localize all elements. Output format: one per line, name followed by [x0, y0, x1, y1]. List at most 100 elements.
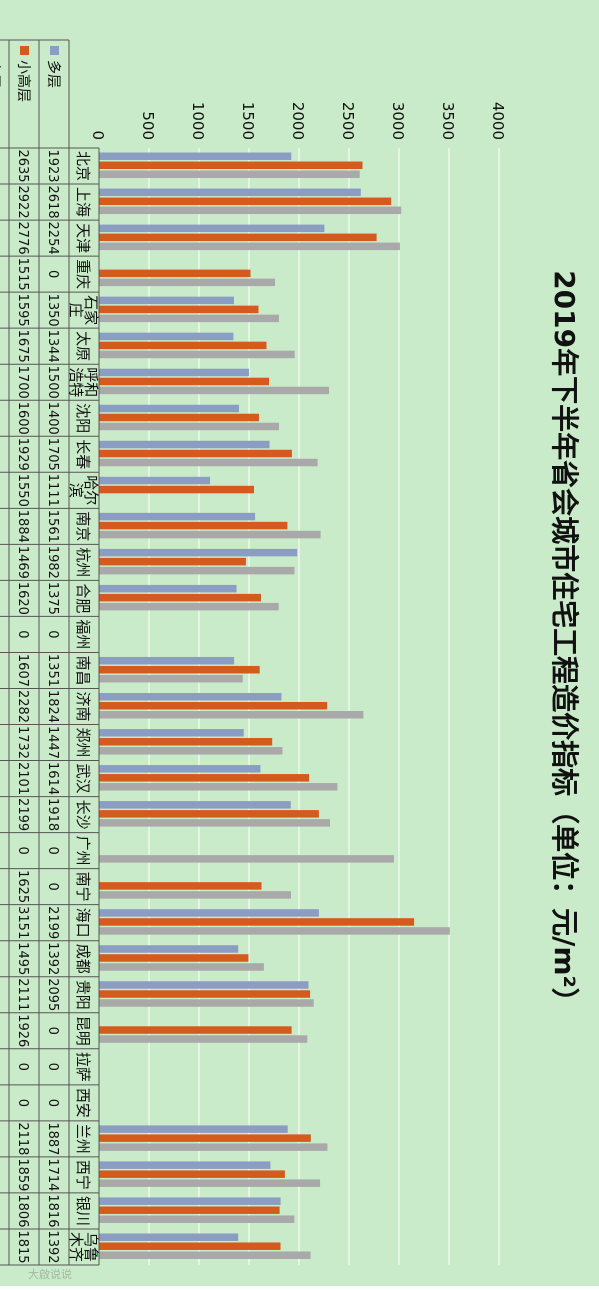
bar-高层: [99, 1143, 328, 1151]
table-cell-value: 0: [45, 883, 60, 891]
bar-小高层: [99, 593, 261, 602]
table-cell-value: 1815: [15, 1230, 30, 1263]
table-cell-value: 1732: [15, 726, 30, 759]
category-label: 郑州: [74, 728, 92, 758]
category-label: 太原: [74, 331, 92, 361]
table-cell-value: 1675: [15, 330, 30, 363]
bar-小高层: [99, 918, 415, 926]
bar-小高层: [99, 954, 249, 962]
table-cell-value: 1620: [15, 582, 30, 615]
bar-小高层: [99, 161, 363, 170]
category-label: 沈阳: [74, 403, 92, 433]
table-cell-value: 0: [45, 630, 60, 638]
table-cell-value: 1500: [45, 366, 60, 399]
bar-高层: [99, 927, 450, 935]
table-cell-value: 1550: [15, 474, 30, 507]
table-cell-value: 1806: [15, 1194, 30, 1227]
bar-多层: [99, 368, 249, 377]
table-cell-value: 1400: [45, 402, 60, 435]
bars: [98, 152, 450, 1259]
bar-多层: [99, 584, 237, 593]
category-label: 合肥: [74, 583, 92, 613]
bar-小高层: [99, 521, 288, 530]
bar-高层: [99, 819, 330, 827]
bar-高层: [99, 855, 394, 863]
table-cell-value: 1351: [45, 654, 60, 687]
table-cell-value: 1607: [15, 654, 30, 687]
bar-高层: [99, 674, 243, 683]
bar-多层: [99, 440, 270, 449]
bar-小高层: [99, 305, 259, 314]
legend-label: 多层: [45, 60, 62, 88]
table-cell-value: 1375: [45, 582, 60, 615]
table-cell-value: 1392: [45, 942, 60, 975]
category-label: 福州: [74, 619, 92, 649]
watermark: 大啟说说: [28, 1267, 72, 1281]
table-cell-value: 1469: [15, 546, 30, 579]
bar-小高层: [99, 485, 254, 494]
y-tick-label: 4000: [489, 102, 507, 140]
bar-高层: [99, 242, 400, 251]
category-label: 成都: [74, 944, 92, 974]
table-cell-value: 1515: [15, 258, 30, 291]
category-label: 呼和浩特: [67, 367, 100, 397]
table-cell-value: 1614: [45, 762, 60, 795]
table-cell-value: 1982: [45, 546, 60, 579]
category-label: 银川: [74, 1196, 92, 1226]
table-cell-value: 2118: [15, 1122, 30, 1155]
bar-多层: [99, 909, 319, 917]
category-label-line: 庄: [67, 303, 85, 318]
table-cell-value: 2199: [15, 798, 30, 831]
y-axis-ticks: 0 500 1000 1500 2000 2500 3000 3500 4000: [89, 102, 507, 140]
category-label: 北京: [74, 151, 92, 181]
bar-高层: [98, 1035, 308, 1043]
table-cell-value: 1561: [45, 510, 60, 543]
bar-高层: [99, 963, 264, 971]
category-label: 西安: [74, 1088, 92, 1118]
table-cell-value: 2254: [45, 222, 60, 255]
table-cell-value: 1595: [15, 294, 30, 327]
bar-多层: [99, 729, 244, 737]
category-label-line: 滨: [67, 483, 85, 498]
y-tick-label: 1000: [189, 102, 207, 140]
category-label-line: 呼和: [82, 367, 100, 397]
bar-小高层: [99, 665, 260, 674]
table-cell-value: 1625: [15, 870, 30, 903]
bar-小高层: [99, 1242, 281, 1250]
bar-多层: [98, 152, 292, 161]
bar-多层: [99, 656, 235, 665]
bar-高层: [99, 422, 279, 431]
table-cell-value: 2095: [45, 978, 60, 1011]
table-cell-value: 1926: [15, 1014, 30, 1047]
bar-小高层: [99, 233, 377, 242]
bar-多层: [99, 332, 234, 341]
bar-多层: [98, 801, 291, 809]
bar-小高层: [99, 774, 310, 782]
data-table: 北京上海天津重庆石家庄太原呼和浩特沈阳长春哈尔滨南京杭州合肥福州南昌济南郑州武汉…: [0, 39, 100, 1266]
table-cell-value: 1887: [45, 1122, 60, 1155]
bar-多层: [99, 296, 234, 305]
table-cell-value: 1350: [45, 294, 60, 327]
table-cell-value: 1714: [45, 1158, 60, 1191]
table-cell-value: 1111: [45, 474, 60, 507]
bar-多层: [99, 1125, 288, 1133]
category-label: 石家庄: [67, 295, 100, 325]
category-label-line: 乌鲁: [82, 1232, 100, 1262]
table-cell-value: 2111: [15, 978, 30, 1011]
category-label: 兰州: [74, 1124, 92, 1154]
category-label-line: 木齐: [67, 1232, 85, 1262]
bar-多层: [99, 693, 282, 701]
category-label: 广州: [74, 836, 92, 866]
bar-小高层: [99, 990, 311, 998]
table-cell-value: 1700: [15, 366, 30, 399]
table-cell-value: 1918: [45, 798, 60, 831]
bar-小高层: [99, 1026, 292, 1034]
bar-多层: [99, 1233, 239, 1241]
bar-小高层: [99, 449, 292, 458]
bar-高层: [99, 566, 295, 575]
legend-key-小高层: [20, 46, 29, 55]
table-cell-value: 2282: [15, 690, 30, 723]
bar-小高层: [99, 1170, 285, 1178]
bar-高层: [99, 278, 275, 287]
bar-多层: [99, 1161, 271, 1169]
